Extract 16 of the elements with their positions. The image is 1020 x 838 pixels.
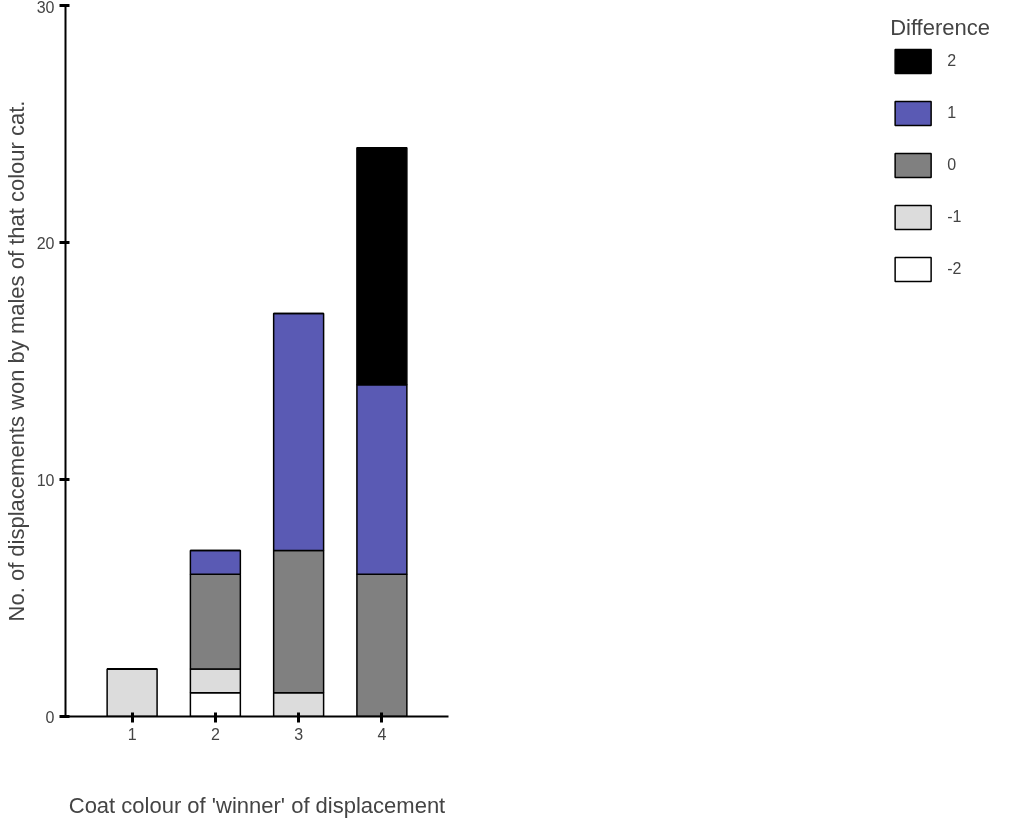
x-tick-label: 1 bbox=[127, 725, 137, 743]
legend-title: Difference bbox=[890, 15, 990, 41]
x-tick-label: 2 bbox=[210, 725, 220, 743]
y-tick-label: 0 bbox=[45, 708, 55, 726]
x-axis-title: Coat colour of 'winner' of displacement bbox=[68, 792, 446, 818]
x-tick-label: 4 bbox=[377, 725, 387, 743]
legend-label: 1 bbox=[947, 104, 958, 122]
legend-label: 0 bbox=[947, 156, 958, 174]
y-tick-label: 20 bbox=[36, 234, 55, 252]
legend-label: -1 bbox=[947, 208, 963, 226]
y-axis-title: No. of displacements won by males of that colour cat. bbox=[3, 100, 29, 622]
y-tick-label: 30 bbox=[36, 0, 55, 16]
legend-label: -2 bbox=[947, 260, 963, 278]
x-tick-label: 3 bbox=[294, 725, 304, 743]
y-tick-label: 10 bbox=[36, 471, 55, 489]
legend-label: 2 bbox=[947, 52, 958, 70]
